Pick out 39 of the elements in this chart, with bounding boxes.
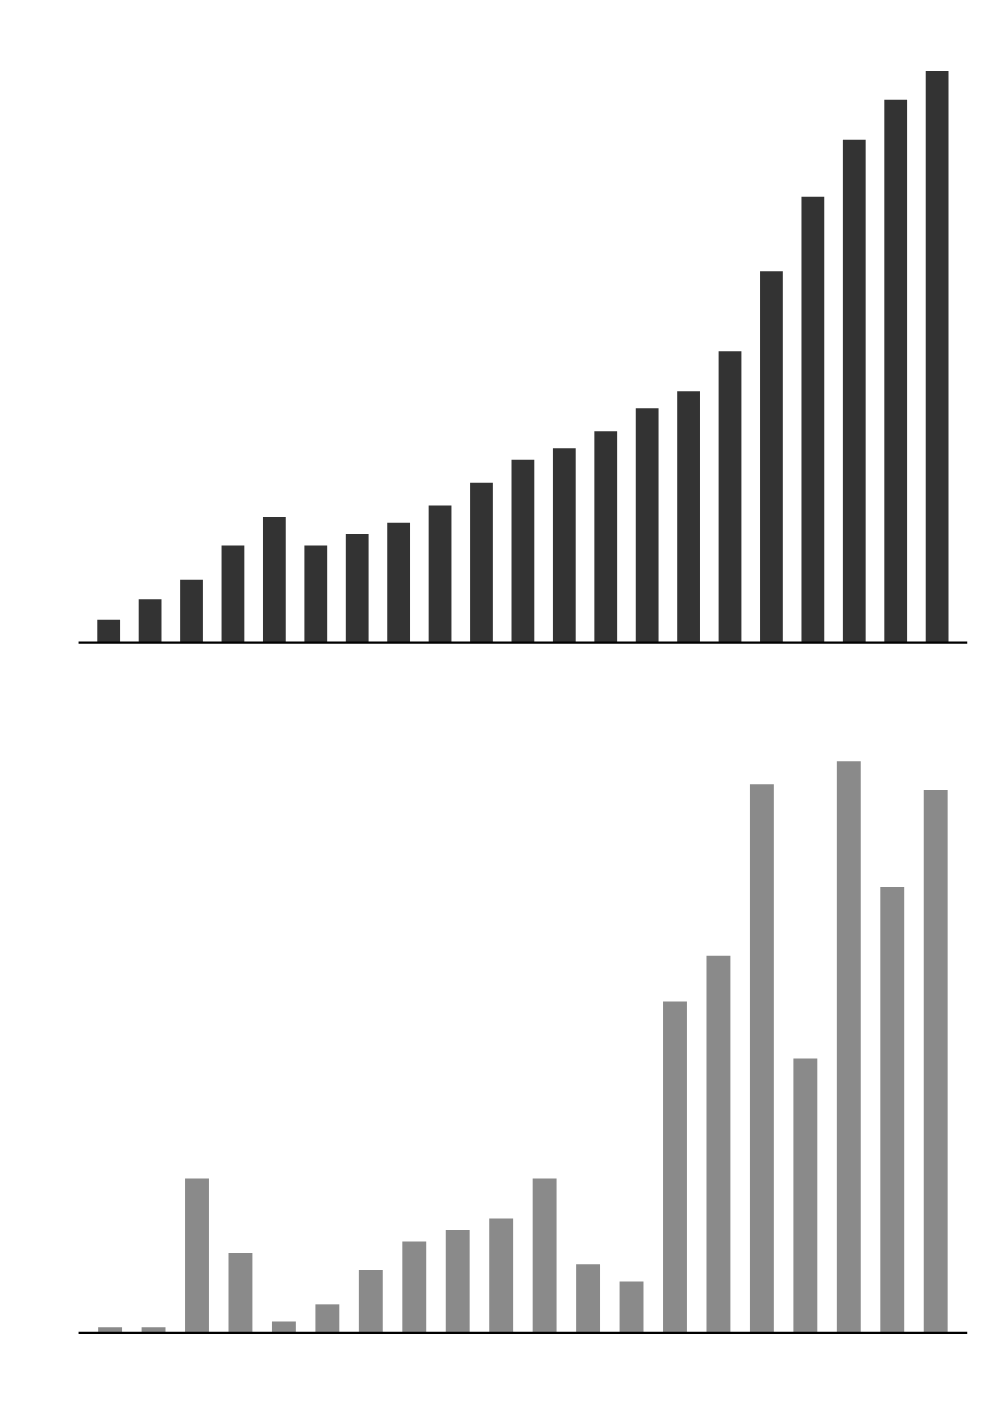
bar	[576, 1264, 601, 1333]
bar	[445, 1230, 470, 1333]
bar	[925, 71, 949, 643]
bar	[428, 505, 452, 643]
bar	[402, 1241, 427, 1333]
bar	[677, 391, 700, 643]
bar	[619, 1281, 644, 1333]
bar	[552, 448, 576, 643]
bar	[718, 351, 742, 643]
bar	[387, 522, 411, 643]
bar	[511, 459, 535, 643]
bar	[880, 887, 905, 1333]
bar	[271, 1321, 296, 1333]
bar	[358, 1270, 383, 1333]
bar	[836, 761, 861, 1333]
bar	[842, 139, 866, 643]
bar	[793, 1058, 818, 1333]
bar	[760, 271, 783, 643]
bar	[185, 1178, 209, 1333]
bar	[801, 196, 825, 643]
bar	[221, 545, 245, 643]
bar	[315, 1304, 340, 1333]
bar	[706, 955, 731, 1333]
bar	[262, 516, 286, 643]
bar	[228, 1252, 253, 1333]
bar	[884, 99, 908, 643]
bar	[532, 1178, 557, 1333]
bar	[345, 534, 369, 643]
bar	[923, 789, 948, 1333]
bar	[470, 482, 493, 643]
bar	[304, 545, 328, 643]
bar	[489, 1218, 514, 1333]
bar	[635, 408, 659, 643]
bar	[180, 579, 203, 643]
bar	[97, 619, 121, 643]
bar	[594, 431, 618, 643]
bar	[663, 1001, 687, 1333]
bar	[138, 599, 162, 643]
bar	[749, 784, 774, 1333]
